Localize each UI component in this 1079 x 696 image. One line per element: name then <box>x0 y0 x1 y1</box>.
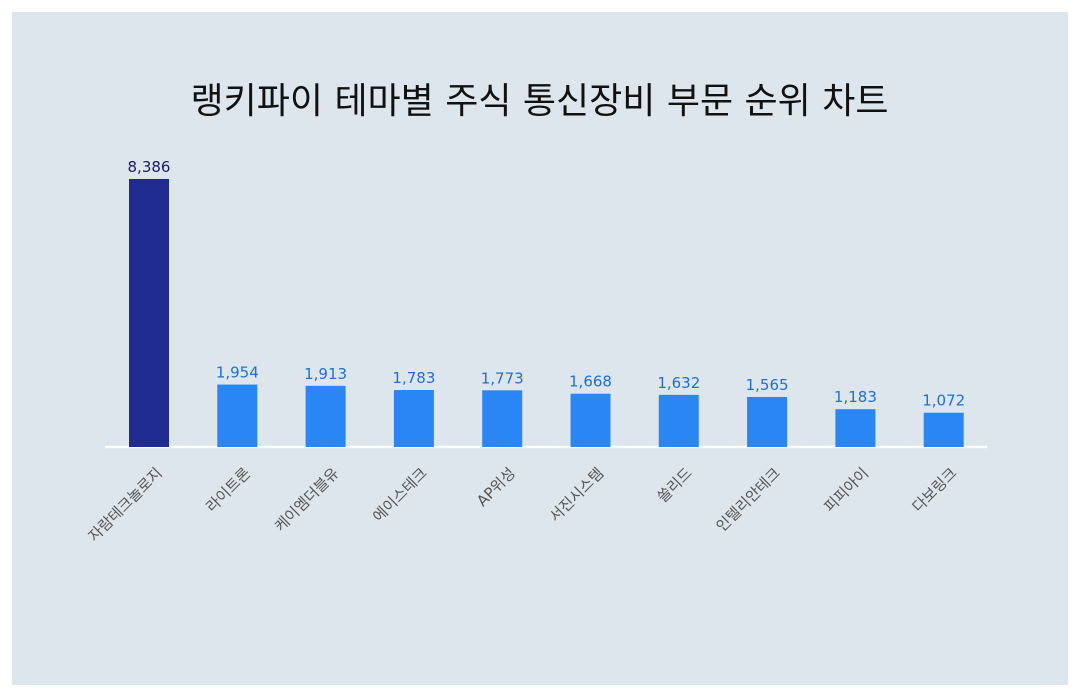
category-label-10: 다보링크 <box>909 464 961 516</box>
value-label-4: 1,783 <box>392 369 435 387</box>
bar-10 <box>923 412 964 447</box>
value-label-5: 1,773 <box>481 369 524 387</box>
value-label-10: 1,072 <box>922 392 965 410</box>
category-label-3: 케이엠더블유 <box>271 464 342 535</box>
category-label-9: 피피아이 <box>820 464 872 516</box>
category-label-2: 라이트론 <box>202 464 254 516</box>
category-label-7: 쏠리드 <box>654 464 696 506</box>
chart-title: 랭키파이 테마별 주식 통신장비 부문 순위 차트 <box>190 81 889 122</box>
category-label-8: 인텔리안테크 <box>713 464 784 535</box>
bar-8 <box>747 396 788 447</box>
value-label-2: 1,954 <box>216 364 259 382</box>
bar-5 <box>482 390 523 447</box>
chart-background <box>12 12 1068 685</box>
bar-4 <box>393 390 434 447</box>
category-label-1: 자람테크놀로지 <box>85 464 166 545</box>
bar-3 <box>305 385 346 447</box>
value-label-7: 1,632 <box>657 374 700 392</box>
category-label-6: 서진시스템 <box>546 464 608 526</box>
value-label-6: 1,668 <box>569 373 612 391</box>
value-label-1: 8,386 <box>128 158 171 176</box>
bar-9 <box>835 409 876 447</box>
category-label-5: AP위성 <box>473 464 519 510</box>
bar-2 <box>217 384 258 447</box>
value-label-9: 1,183 <box>834 388 877 406</box>
value-label-8: 1,565 <box>746 376 789 394</box>
bar-1 <box>129 179 169 447</box>
value-label-3: 1,913 <box>304 365 347 383</box>
category-label-4: 에이스테크 <box>369 464 431 526</box>
bar-6 <box>570 393 611 447</box>
bar-7 <box>658 394 699 447</box>
